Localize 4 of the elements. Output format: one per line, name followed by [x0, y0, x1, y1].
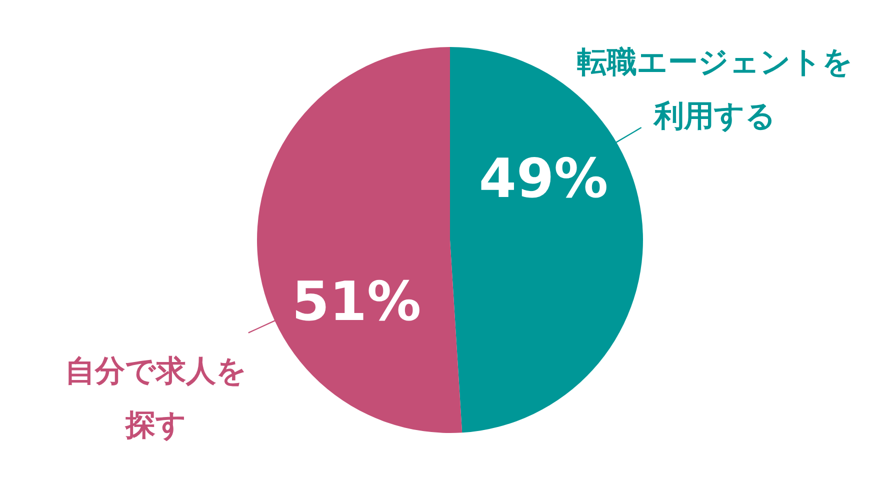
slice-label: 転職エージェントを利用する	[576, 44, 854, 136]
data-label: 49%	[478, 147, 608, 210]
data-label: 51%	[292, 270, 422, 333]
slice-label: 自分で求人を探す	[64, 353, 248, 445]
